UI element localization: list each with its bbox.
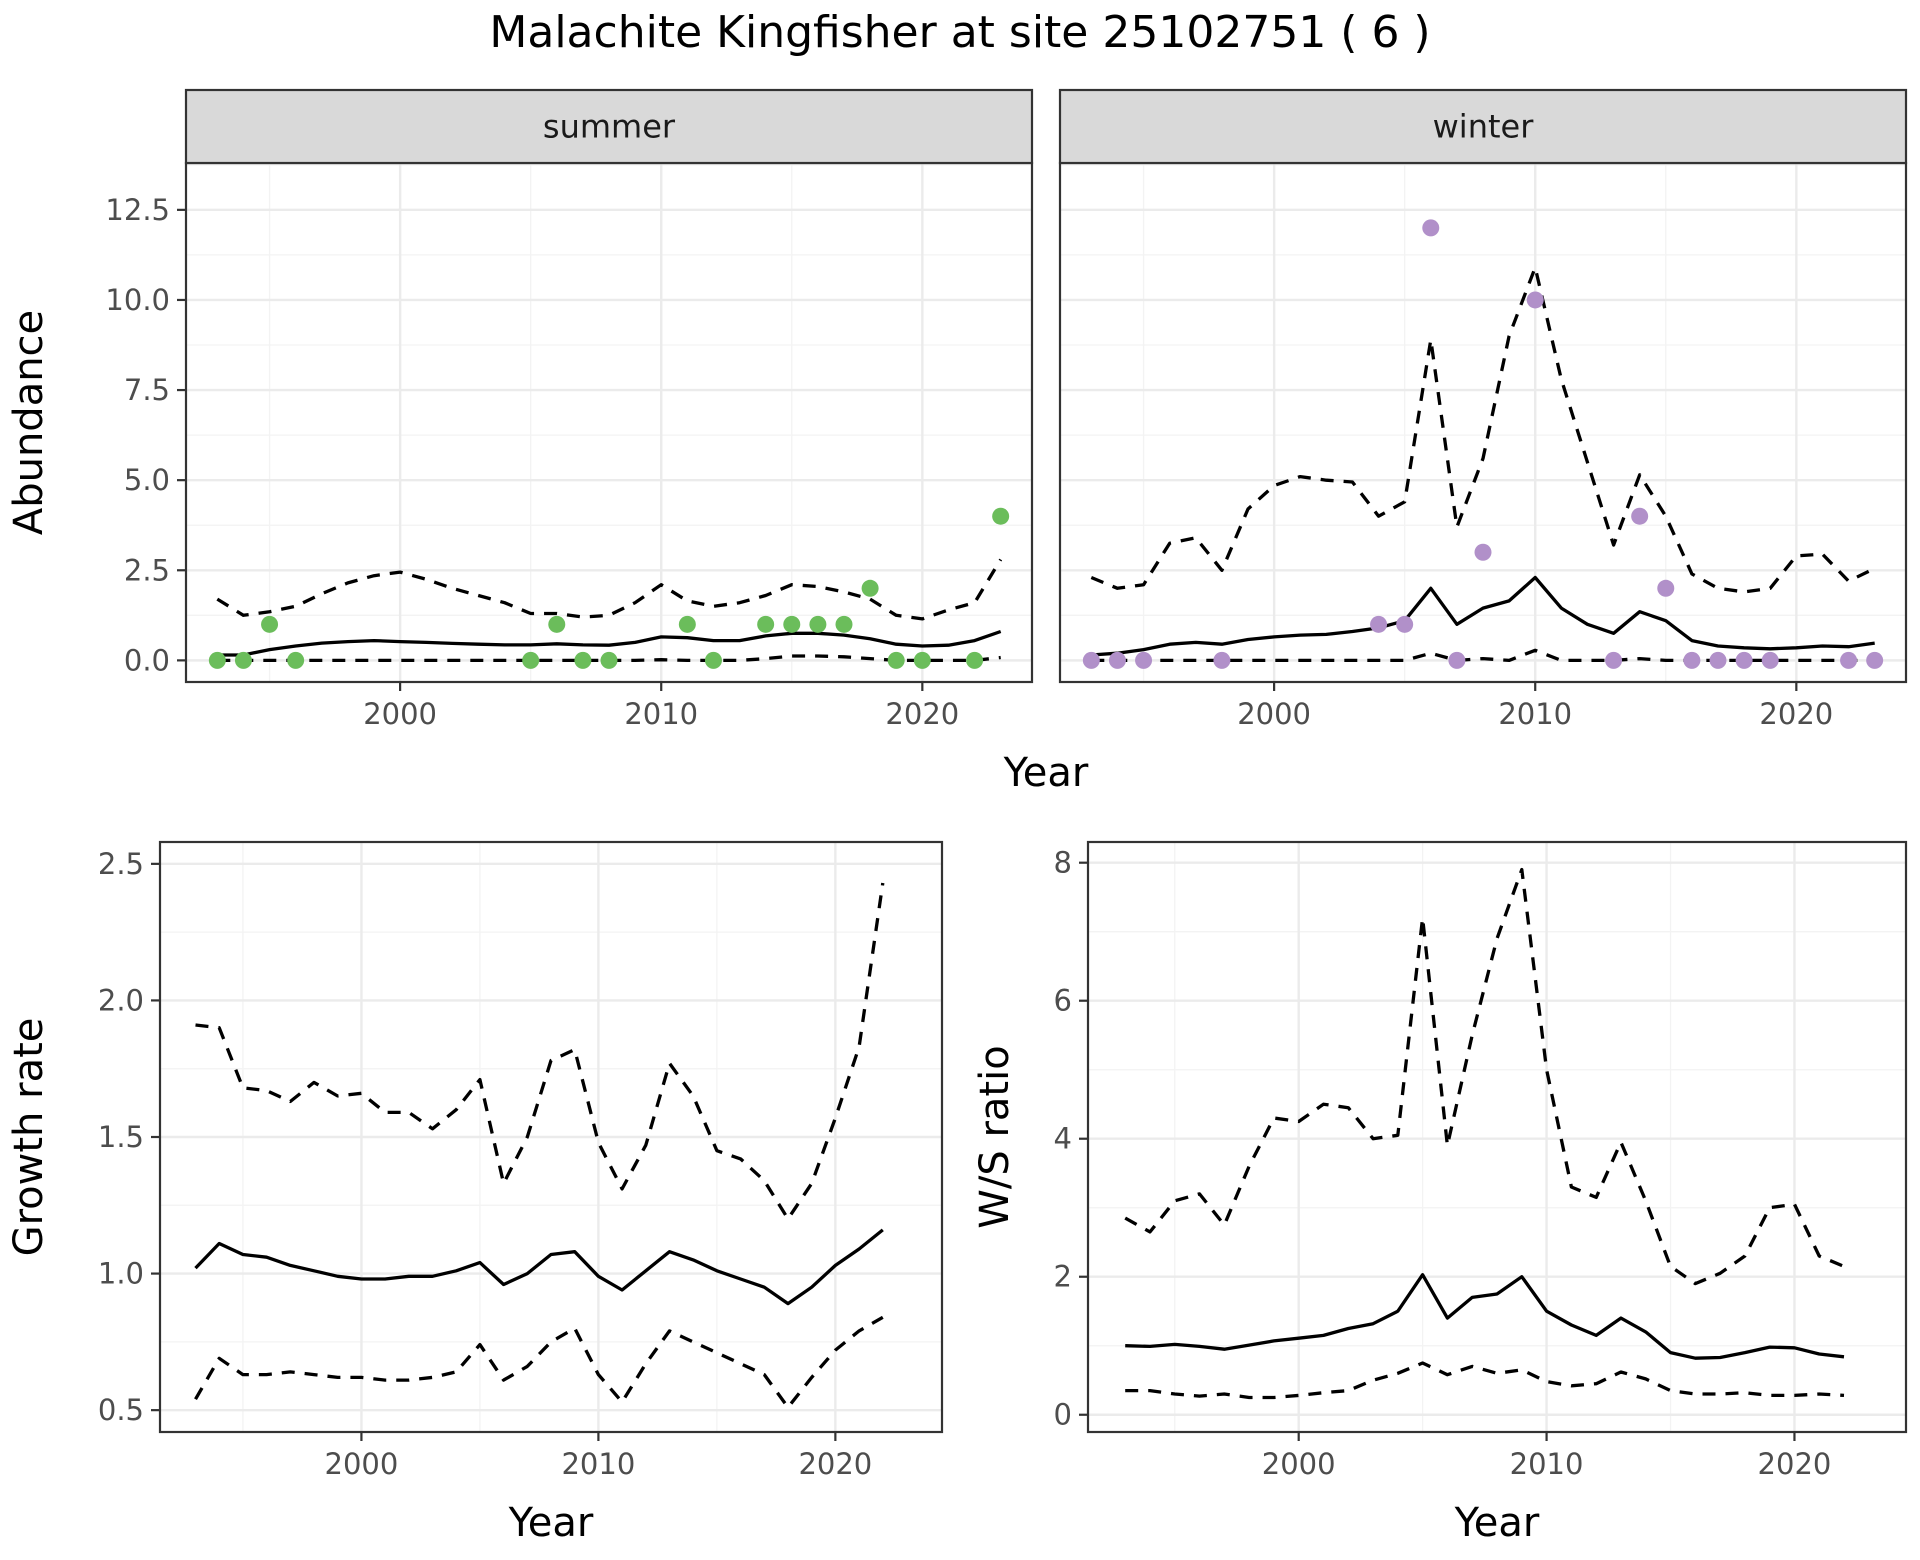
series-line-lower xyxy=(1091,648,1875,663)
y-tick-label: 1.5 xyxy=(98,1120,144,1154)
data-point xyxy=(600,651,618,669)
x-tick-label: 2010 xyxy=(1510,1447,1584,1481)
y-axis-title: W/S ratio xyxy=(972,1045,1018,1228)
y-tick-label: 5.0 xyxy=(124,463,170,497)
data-point xyxy=(1866,651,1884,669)
data-point xyxy=(1135,651,1153,669)
data-point xyxy=(861,579,879,597)
y-axis-title: Growth rate xyxy=(6,1018,52,1257)
data-point xyxy=(1474,543,1492,561)
series-line-lower xyxy=(1125,1361,1845,1400)
chart-panel-summer: summer 0.0 2.5 5.0 7.5 10.0 12.5 2000 2010 2020 Ab… xyxy=(6,88,1034,731)
data-point xyxy=(913,651,931,669)
chart-panel-panel-3: 0.5 1.0 1.5 2.0 2.5 2000 2010 2020 Year Growth ra… xyxy=(6,840,944,1546)
data-point xyxy=(1657,579,1675,597)
y-tick-label: 0.0 xyxy=(124,643,170,677)
data-point xyxy=(548,615,566,633)
panel-border xyxy=(1086,840,1908,1434)
y-tick-label: 12.5 xyxy=(105,193,170,227)
data-point xyxy=(1213,651,1231,669)
data-point xyxy=(1840,651,1858,669)
facet-strip-label: summer xyxy=(543,108,676,146)
data-point xyxy=(1709,651,1727,669)
data-point xyxy=(1683,651,1701,669)
data-point xyxy=(835,615,853,633)
x-tick-label: 2000 xyxy=(1237,697,1311,731)
data-point xyxy=(287,651,305,669)
data-point xyxy=(1396,615,1414,633)
data-point xyxy=(757,615,775,633)
series-line-mean xyxy=(217,629,1002,657)
y-tick-label: 8 xyxy=(1054,846,1072,880)
data-point xyxy=(1448,651,1466,669)
data-point xyxy=(887,651,905,669)
series-line-upper xyxy=(216,558,1003,621)
x-tick-label: 2000 xyxy=(1262,1447,1336,1481)
x-tick-label: 2020 xyxy=(1759,697,1833,731)
data-point xyxy=(1082,651,1100,669)
chart-panel-panel-4: 0 2 4 6 8 2000 2010 2020 Year W/S ratio xyxy=(972,840,1908,1546)
facet-strip xyxy=(1058,88,1908,165)
data-point xyxy=(1526,291,1544,309)
x-tick-label: 2010 xyxy=(1498,697,1572,731)
series-line-mean xyxy=(1091,575,1875,657)
data-point xyxy=(678,615,696,633)
data-point xyxy=(1735,651,1753,669)
chart-panel-winter: winter 2000 2010 2020 xyxy=(1058,88,1908,731)
facet-strip-label: winter xyxy=(1433,108,1535,146)
x-tick-label: 2000 xyxy=(363,697,437,731)
data-point xyxy=(261,615,279,633)
data-point xyxy=(992,507,1010,525)
y-tick-label: 10.0 xyxy=(105,283,170,317)
x-tick-label: 2010 xyxy=(561,1447,635,1481)
y-tick-label: 4 xyxy=(1054,1122,1072,1156)
data-point xyxy=(783,615,801,633)
y-tick-label: 7.5 xyxy=(124,373,170,407)
data-point xyxy=(1370,615,1388,633)
data-point xyxy=(522,651,540,669)
series-line-upper xyxy=(1124,867,1845,1286)
y-tick-label: 6 xyxy=(1054,984,1072,1018)
y-tick-label: 0 xyxy=(1054,1398,1072,1432)
y-tick-label: 2.5 xyxy=(124,553,170,587)
panel-border xyxy=(1058,161,1908,684)
y-tick-label: 2.5 xyxy=(98,847,144,881)
facet-strip xyxy=(184,88,1034,165)
data-point xyxy=(1631,507,1649,525)
data-point xyxy=(234,651,252,669)
figure-title: Malachite Kingfisher at site 25102751 ( … xyxy=(489,7,1430,58)
x-axis-title-shared: Year xyxy=(1003,750,1089,796)
x-tick-label: 2020 xyxy=(885,697,959,731)
data-point xyxy=(704,651,722,669)
x-tick-label: 2020 xyxy=(1758,1447,1832,1481)
y-axis-title: Abundance xyxy=(6,310,52,535)
series-line-lower xyxy=(194,1315,884,1410)
series-line-mean xyxy=(1125,1273,1845,1360)
panel-border xyxy=(184,161,1034,684)
series-line-upper xyxy=(1090,265,1876,594)
x-axis-title: Year xyxy=(508,1500,594,1546)
x-tick-label: 2010 xyxy=(624,697,698,731)
x-tick-label: 2020 xyxy=(798,1447,872,1481)
y-tick-label: 2 xyxy=(1054,1260,1072,1294)
data-point xyxy=(574,651,592,669)
data-point xyxy=(208,651,226,669)
y-tick-label: 2.0 xyxy=(98,983,144,1017)
data-point xyxy=(1108,651,1126,669)
series-line-mean xyxy=(194,1228,884,1306)
data-point xyxy=(1761,651,1779,669)
series-line-upper xyxy=(195,882,885,1221)
data-point xyxy=(809,615,827,633)
y-tick-label: 0.5 xyxy=(98,1393,144,1427)
x-axis-title: Year xyxy=(1454,1500,1540,1546)
y-tick-label: 1.0 xyxy=(98,1257,144,1291)
data-point xyxy=(1422,219,1440,237)
x-tick-label: 2000 xyxy=(325,1447,399,1481)
data-point xyxy=(1605,651,1623,669)
data-point xyxy=(966,651,984,669)
